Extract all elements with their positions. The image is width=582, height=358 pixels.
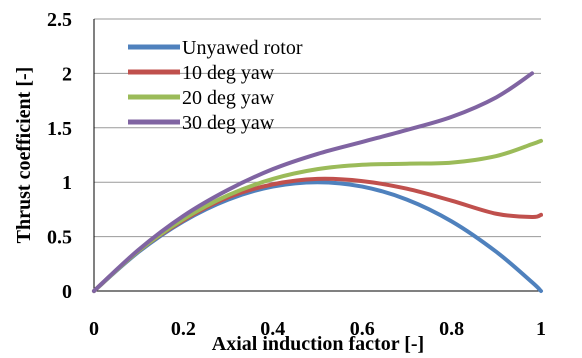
y-axis-title: Thrust coefficient [-] bbox=[13, 67, 35, 244]
y-tick-label: 0.5 bbox=[47, 227, 72, 249]
y-tick-label: 2.5 bbox=[47, 9, 72, 31]
y-tick-label: 0 bbox=[62, 281, 72, 303]
y-tick-labels: 0 0.5 1 1.5 2 2.5 bbox=[47, 9, 72, 303]
x-tick-label: 0 bbox=[89, 318, 99, 340]
series-line-30-deg-yaw bbox=[92, 71, 535, 293]
y-tick-label: 2 bbox=[62, 63, 72, 85]
x-axis-title: Axial induction factor [-] bbox=[212, 333, 424, 355]
x-tick-label: 0.4 bbox=[260, 318, 285, 340]
legend-label: 10 deg yaw bbox=[182, 62, 275, 84]
x-tick-label: 0.8 bbox=[439, 318, 464, 340]
legend-label: 30 deg yaw bbox=[182, 112, 275, 134]
series-line-20-deg-yaw bbox=[92, 138, 543, 293]
x-tick-label: 0.6 bbox=[350, 318, 375, 340]
x-tick-label: 0.2 bbox=[171, 318, 196, 340]
y-tick-label: 1 bbox=[62, 172, 72, 194]
x-tick-labels: 0 0.2 0.4 0.6 0.8 1 bbox=[89, 318, 546, 340]
series-lines bbox=[92, 71, 543, 293]
axes bbox=[93, 19, 541, 292]
legend-label: 20 deg yaw bbox=[182, 87, 275, 109]
legend: Unyawed rotor 10 deg yaw 20 deg yaw 30 deg … bbox=[128, 37, 303, 134]
y-tick-label: 1.5 bbox=[47, 118, 72, 140]
legend-label: Unyawed rotor bbox=[182, 37, 303, 59]
x-tick-label: 1 bbox=[536, 318, 546, 340]
grid-lines bbox=[94, 18, 541, 238]
